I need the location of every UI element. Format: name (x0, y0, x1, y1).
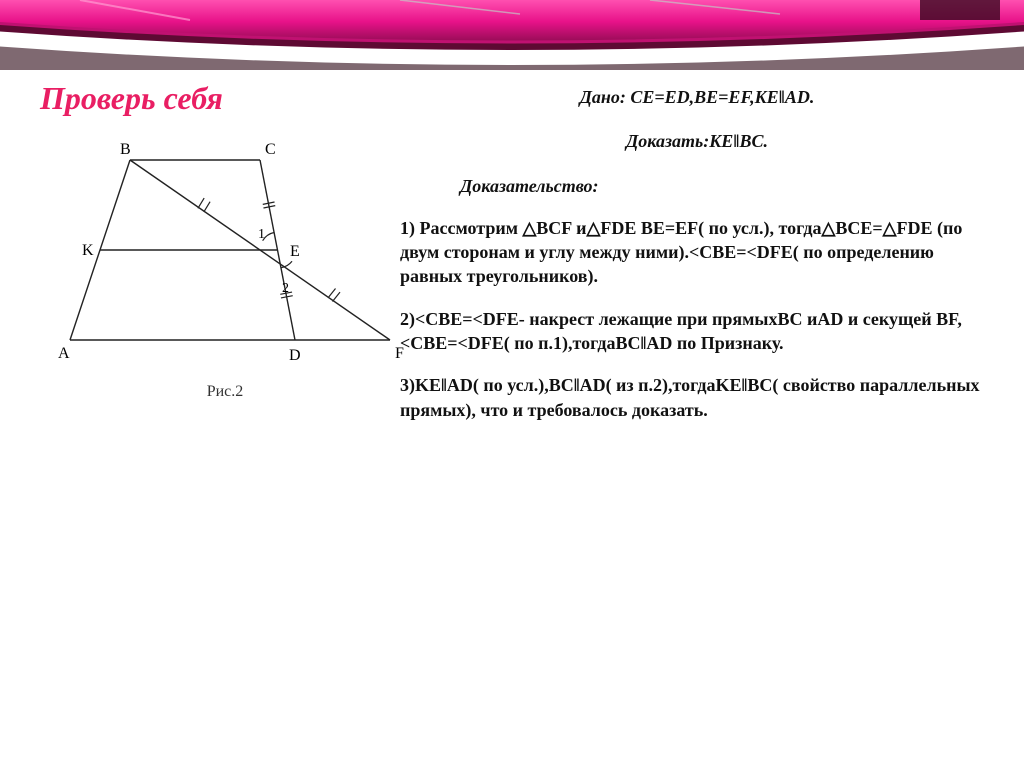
svg-text:A: A (58, 345, 70, 362)
given-line: Дано: CE=ED,BE=EF,KE‖AD. (400, 85, 994, 109)
svg-text:E: E (290, 243, 300, 260)
prove-line: Доказать:KE‖BC. (400, 129, 994, 153)
svg-text:K: K (82, 242, 94, 259)
svg-text:B: B (120, 141, 131, 158)
diagram-figure: 12ABCDEFK Рис.2 (40, 140, 410, 401)
proof-label: Доказательство: (400, 174, 994, 198)
proof-step-3: 3)KE‖AD( по усл.),BC‖AD( из п.2),тогдаKE… (400, 373, 994, 422)
top-decorative-banner (0, 0, 1024, 70)
svg-text:C: C (265, 141, 276, 158)
proof-text: Дано: CE=ED,BE=EF,KE‖AD. Доказать:KE‖BC.… (400, 85, 994, 440)
proof-step-1: 1) Рассмотрим △BCF и△FDE BE=EF( по усл.)… (400, 216, 994, 289)
svg-text:D: D (289, 347, 301, 364)
svg-text:1: 1 (258, 227, 265, 242)
svg-text:2: 2 (282, 281, 289, 296)
figure-caption: Рис.2 (40, 383, 410, 401)
proof-step-2: 2)<CBE=<DFE- накрест лежащие при прямыхB… (400, 307, 994, 356)
